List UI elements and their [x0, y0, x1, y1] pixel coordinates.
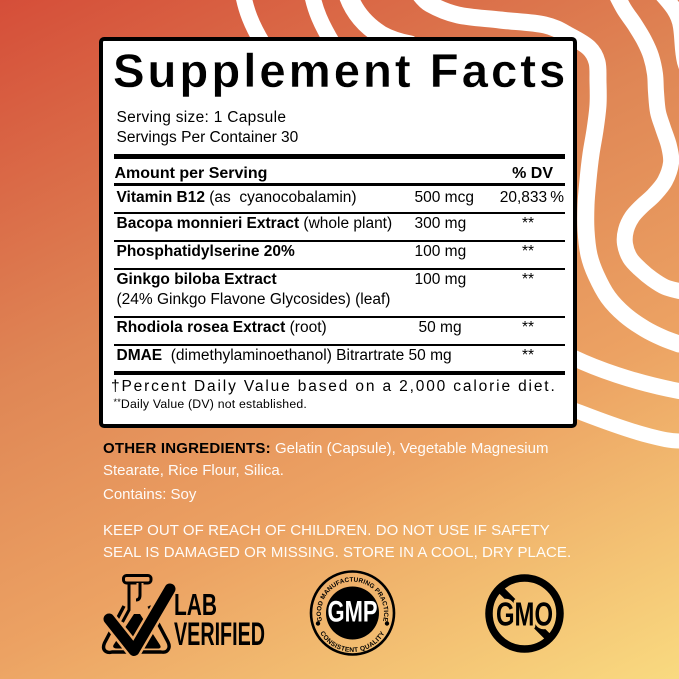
svg-text:GMO: GMO	[496, 596, 553, 633]
svg-text:VERIFIED: VERIFIED	[174, 616, 265, 652]
svg-text:LAB: LAB	[174, 587, 217, 622]
svg-text:GMP: GMP	[328, 596, 378, 629]
svg-text:GMO: GMO	[496, 596, 553, 633]
